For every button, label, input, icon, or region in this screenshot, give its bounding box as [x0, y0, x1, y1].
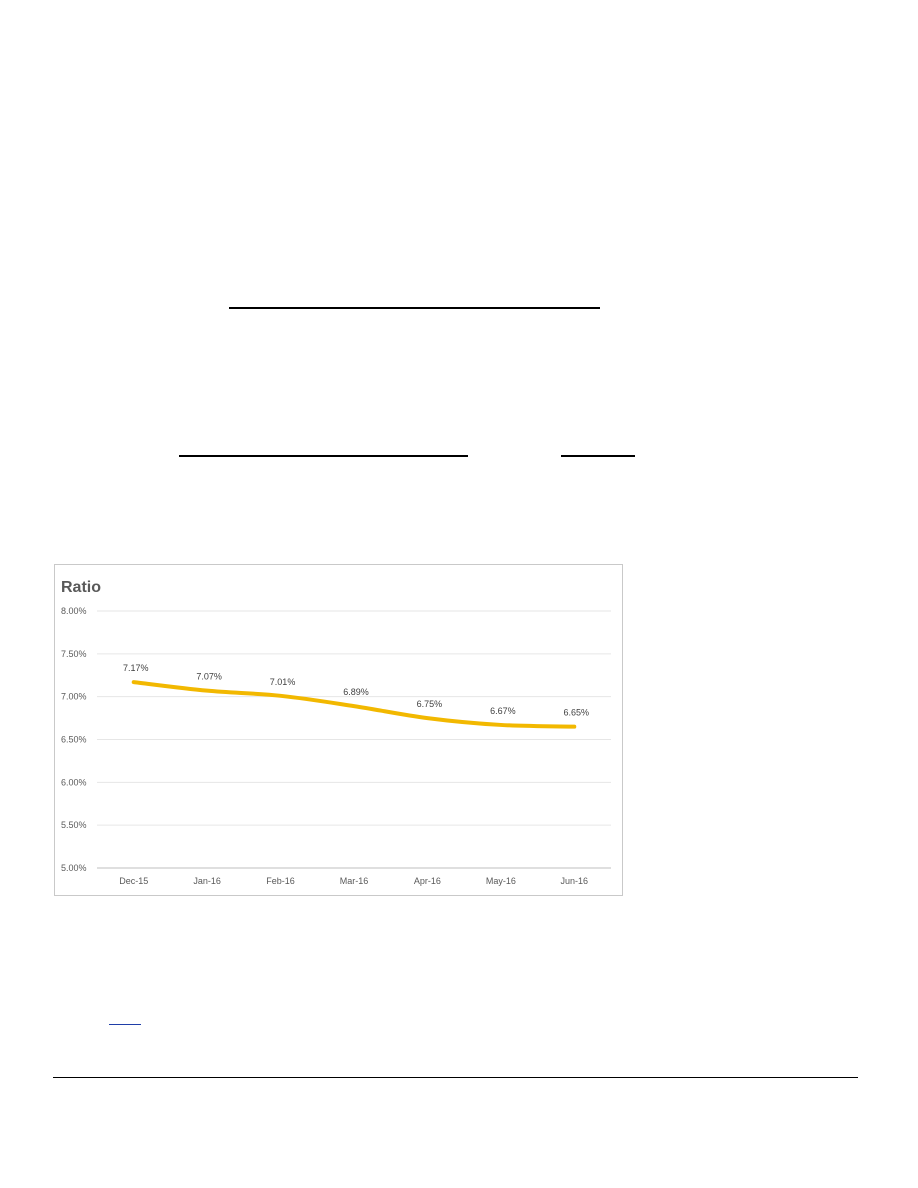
x-tick-label: Mar-16 — [340, 876, 369, 886]
y-tick-label: 8.00% — [61, 606, 87, 616]
x-tick-label: Apr-16 — [414, 876, 441, 886]
data-label: 6.89% — [343, 687, 369, 697]
x-axis-ticks: Dec-15 Jan-16 Feb-16 Mar-16 Apr-16 May-16 Jun-… — [119, 876, 588, 886]
grid-layer — [97, 610, 611, 869]
y-tick-label: 6.50% — [61, 735, 87, 745]
x-tick-label: Jun-16 — [561, 876, 589, 886]
series-layer — [131, 680, 577, 729]
data-labels: 7.17% 7.07% 7.01% 6.89% 6.75% 6.67% 6.65% — [123, 663, 589, 718]
chart-title: Ratio — [61, 579, 101, 596]
underline-rule-3 — [561, 455, 635, 457]
y-tick-label: 5.50% — [61, 820, 87, 830]
underline-rule-2 — [179, 455, 468, 457]
ratio-chart: Ratio 5.00% 5.50% 6.00% 6.50% 7.00% 7.50% 8.00… — [54, 564, 623, 896]
y-axis-ticks: 5.00% 5.50% 6.00% 6.50% 7.00% 7.50% 8.00% — [61, 606, 87, 873]
x-tick-label: Jan-16 — [193, 876, 221, 886]
data-label: 7.17% — [123, 663, 149, 673]
link-underline[interactable] — [109, 1024, 141, 1025]
x-tick-label: Feb-16 — [266, 876, 295, 886]
data-label: 6.67% — [490, 706, 516, 716]
data-label: 7.01% — [270, 677, 296, 687]
y-tick-label: 6.00% — [61, 777, 87, 787]
chart-canvas: Ratio 5.00% 5.50% 6.00% 6.50% 7.00% 7.50% 8.00… — [61, 579, 611, 886]
x-tick-label: Dec-15 — [119, 876, 148, 886]
underline-rule-1 — [229, 307, 600, 309]
data-label: 6.75% — [417, 699, 443, 709]
data-label: 7.07% — [196, 672, 222, 682]
x-tick-label: May-16 — [486, 876, 516, 886]
y-tick-label: 5.00% — [61, 863, 87, 873]
y-tick-label: 7.00% — [61, 692, 87, 702]
footer-rule — [53, 1077, 858, 1078]
data-label: 6.65% — [564, 708, 590, 718]
y-tick-label: 7.50% — [61, 649, 87, 659]
